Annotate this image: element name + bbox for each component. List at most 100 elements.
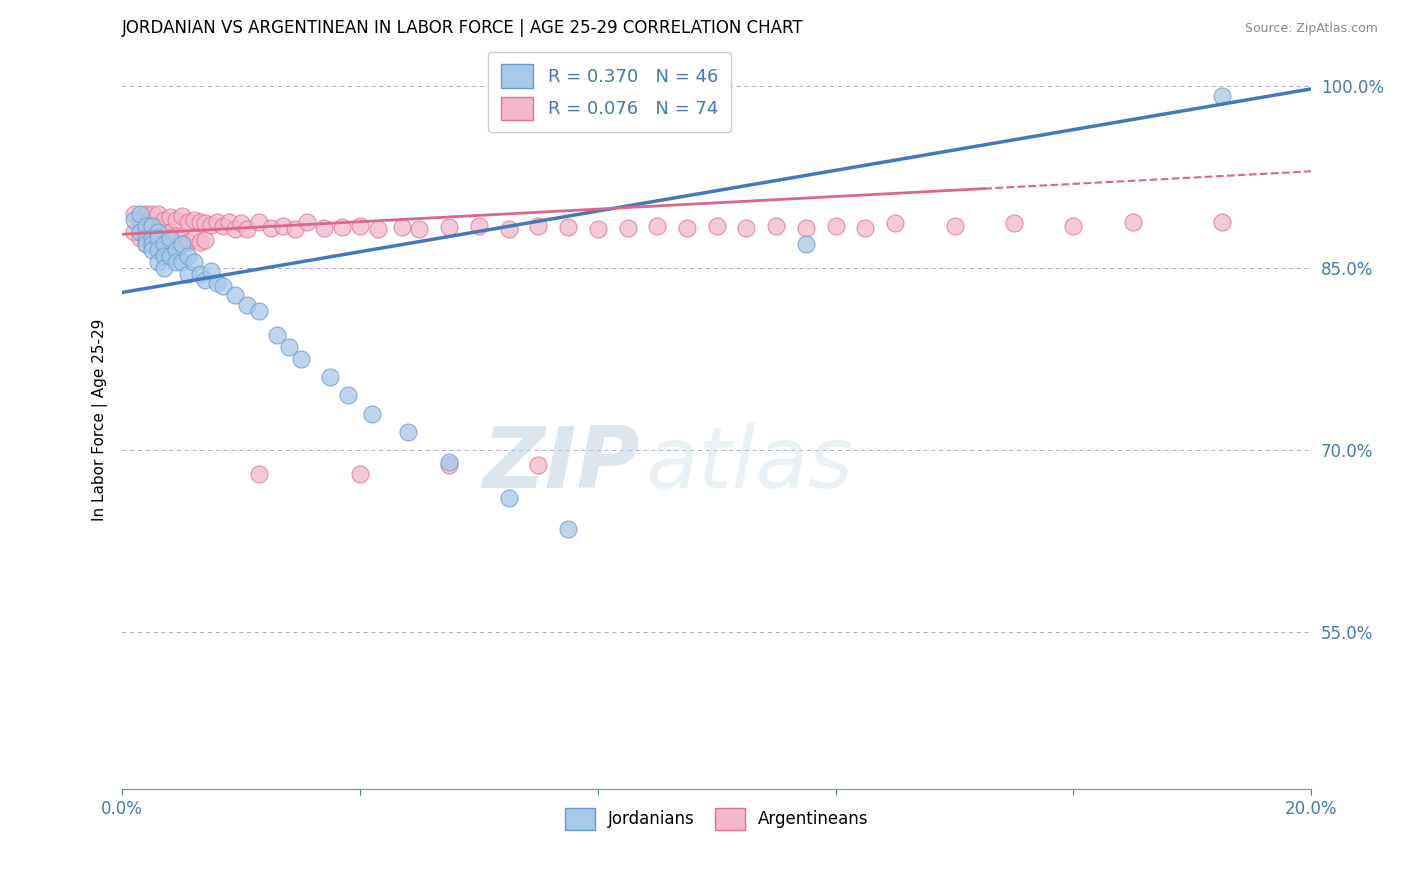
Point xyxy=(1211,89,1233,103)
Point xyxy=(735,221,758,235)
Point xyxy=(141,231,163,245)
Point xyxy=(1062,219,1084,233)
Point xyxy=(129,231,152,245)
Point xyxy=(159,249,181,263)
Point xyxy=(176,267,198,281)
Point xyxy=(277,340,299,354)
Point xyxy=(170,255,193,269)
Point xyxy=(218,215,240,229)
Point xyxy=(645,219,668,233)
Point xyxy=(141,231,163,245)
Point xyxy=(135,207,157,221)
Point xyxy=(349,467,371,482)
Point xyxy=(122,225,145,239)
Point xyxy=(498,222,520,236)
Point xyxy=(207,215,229,229)
Point xyxy=(146,255,169,269)
Point xyxy=(165,255,187,269)
Point xyxy=(616,221,638,235)
Point xyxy=(884,216,907,230)
Point xyxy=(183,231,205,245)
Point xyxy=(141,207,163,221)
Text: ZIP: ZIP xyxy=(482,423,640,506)
Point xyxy=(159,211,181,225)
Point xyxy=(188,215,211,229)
Point xyxy=(319,370,342,384)
Point xyxy=(284,222,307,236)
Point xyxy=(146,221,169,235)
Point xyxy=(391,220,413,235)
Legend: Jordanians, Argentineans: Jordanians, Argentineans xyxy=(558,802,876,837)
Point xyxy=(794,221,817,235)
Point xyxy=(396,425,419,439)
Point xyxy=(266,327,288,342)
Point xyxy=(212,219,235,233)
Point xyxy=(170,231,193,245)
Point xyxy=(943,219,966,233)
Point xyxy=(188,267,211,281)
Point xyxy=(129,212,152,227)
Point xyxy=(135,225,157,239)
Point xyxy=(153,212,176,227)
Point xyxy=(1211,215,1233,229)
Point xyxy=(153,227,176,242)
Point xyxy=(314,221,336,235)
Point xyxy=(146,225,169,239)
Point xyxy=(408,222,430,236)
Point xyxy=(141,237,163,252)
Point xyxy=(122,212,145,227)
Text: atlas: atlas xyxy=(645,423,853,506)
Point xyxy=(129,207,152,221)
Point xyxy=(290,352,312,367)
Point xyxy=(146,243,169,257)
Point xyxy=(437,220,460,235)
Point xyxy=(176,249,198,263)
Point xyxy=(765,219,787,233)
Point xyxy=(794,237,817,252)
Point xyxy=(586,222,609,236)
Point xyxy=(165,212,187,227)
Point xyxy=(437,455,460,469)
Text: JORDANIAN VS ARGENTINEAN IN LABOR FORCE | AGE 25-29 CORRELATION CHART: JORDANIAN VS ARGENTINEAN IN LABOR FORCE … xyxy=(122,20,804,37)
Point xyxy=(437,458,460,472)
Point xyxy=(349,219,371,233)
Point xyxy=(153,239,176,253)
Point xyxy=(224,222,246,236)
Point xyxy=(153,261,176,276)
Point xyxy=(557,220,579,235)
Point xyxy=(247,467,270,482)
Point xyxy=(706,219,728,233)
Point xyxy=(824,219,846,233)
Point xyxy=(183,255,205,269)
Point xyxy=(260,221,283,235)
Point xyxy=(853,221,876,235)
Point xyxy=(170,209,193,223)
Point xyxy=(247,215,270,229)
Point xyxy=(337,388,360,402)
Point xyxy=(207,276,229,290)
Point xyxy=(159,225,181,239)
Point xyxy=(135,237,157,252)
Point xyxy=(159,239,181,253)
Point xyxy=(271,219,294,233)
Point xyxy=(146,237,169,252)
Point xyxy=(141,219,163,233)
Point xyxy=(330,220,353,235)
Point xyxy=(468,219,491,233)
Point xyxy=(247,303,270,318)
Point xyxy=(183,212,205,227)
Point xyxy=(236,297,259,311)
Point xyxy=(188,235,211,249)
Point xyxy=(224,288,246,302)
Point xyxy=(153,249,176,263)
Point xyxy=(141,243,163,257)
Point xyxy=(165,228,187,243)
Point xyxy=(367,222,389,236)
Point xyxy=(676,221,699,235)
Point xyxy=(295,215,318,229)
Point xyxy=(1122,215,1144,229)
Point xyxy=(557,522,579,536)
Point xyxy=(146,207,169,221)
Point xyxy=(527,458,550,472)
Point xyxy=(236,222,259,236)
